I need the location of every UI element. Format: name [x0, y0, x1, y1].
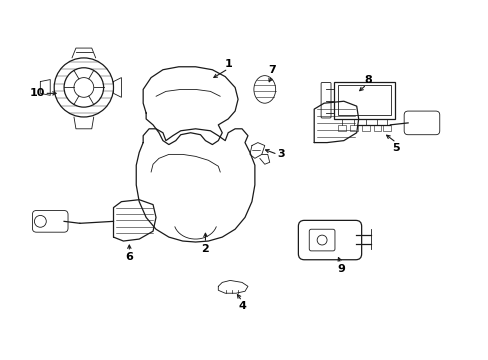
Text: 1: 1 [224, 59, 232, 69]
Text: 4: 4 [238, 301, 245, 311]
Text: 10: 10 [30, 88, 45, 98]
Bar [337, 85, 390, 115]
Text: 9: 9 [336, 264, 344, 274]
Bar [383, 125, 390, 131]
Bar [337, 125, 345, 131]
Bar [349, 125, 357, 131]
Bar [361, 125, 369, 131]
Bar [373, 125, 381, 131]
Bar [333, 82, 394, 119]
Text: 8: 8 [364, 75, 372, 85]
Text: 3: 3 [277, 149, 285, 159]
Text: 7: 7 [267, 65, 275, 75]
Text: 2: 2 [201, 244, 209, 254]
Text: 6: 6 [125, 252, 133, 262]
Text: 5: 5 [392, 144, 399, 153]
